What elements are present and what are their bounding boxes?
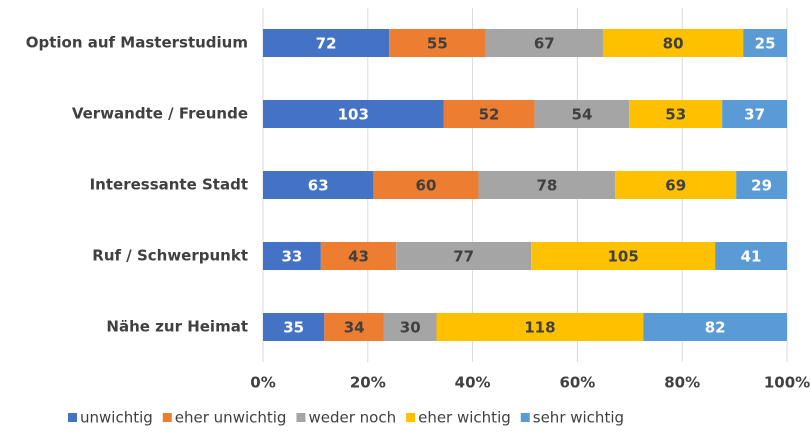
data-label: 72	[316, 35, 337, 53]
data-label: 103	[338, 106, 369, 124]
x-tick-label: 0%	[250, 374, 275, 392]
bar-segment	[383, 313, 437, 341]
legend-swatch	[296, 413, 306, 422]
data-label: 63	[308, 177, 329, 195]
bar-segment	[743, 29, 787, 57]
data-label: 60	[416, 177, 437, 195]
data-label: 77	[453, 248, 474, 266]
data-label: 80	[663, 35, 684, 53]
bar-segment	[443, 100, 535, 128]
category-label: Nähe zur Heimat	[106, 318, 248, 336]
bar-segment	[389, 29, 486, 57]
data-label: 78	[536, 177, 557, 195]
bar-segment	[602, 29, 744, 57]
legend-label: eher unwichtig	[175, 409, 287, 427]
bar-segment	[320, 242, 397, 270]
bar-segment	[324, 313, 384, 341]
data-label: 53	[665, 106, 686, 124]
data-label: 54	[572, 106, 593, 124]
bar-segment	[436, 313, 644, 341]
x-tick-label: 80%	[664, 374, 700, 392]
bar-segment	[263, 242, 321, 270]
bar-segment	[615, 171, 737, 199]
data-label: 35	[283, 319, 304, 337]
data-label: 67	[534, 35, 555, 53]
data-label: 37	[744, 106, 765, 124]
category-label: Interessante Stadt	[90, 176, 248, 194]
data-label: 33	[281, 248, 302, 266]
bar-segment	[629, 100, 723, 128]
legend-swatch	[520, 413, 530, 422]
bar-segment	[715, 242, 787, 270]
legend-label: weder noch	[308, 409, 396, 427]
data-label: 43	[348, 248, 369, 266]
data-label: 34	[344, 319, 365, 337]
category-label: Option auf Masterstudium	[26, 34, 248, 52]
bar-segment	[263, 29, 390, 57]
data-label: 118	[524, 319, 555, 337]
bar-segment	[485, 29, 603, 57]
category-label: Verwandte / Freunde	[72, 105, 248, 123]
data-label: 105	[607, 248, 638, 266]
bar-segment	[263, 100, 444, 128]
x-tick-label: 40%	[455, 374, 491, 392]
x-tick-label: 100%	[764, 374, 810, 392]
bar-segment	[534, 100, 630, 128]
bar-segment	[531, 242, 716, 270]
legend-swatch	[68, 413, 77, 422]
data-label: 52	[479, 106, 500, 124]
bar-segment	[263, 313, 325, 341]
data-label: 25	[755, 35, 776, 53]
bar-segment	[373, 171, 479, 199]
data-label: 55	[427, 35, 448, 53]
legend-swatch	[406, 413, 416, 422]
x-tick-label: 20%	[350, 374, 386, 392]
data-label: 82	[705, 319, 726, 337]
data-label: 29	[751, 177, 772, 195]
legend-label: sehr wichtig	[533, 409, 624, 427]
category-label: Ruf / Schwerpunkt	[92, 247, 248, 265]
data-label: 41	[741, 248, 762, 266]
legend-swatch	[162, 413, 172, 422]
bar-segment	[722, 100, 787, 128]
bar-segment	[643, 313, 787, 341]
bar-segment	[478, 171, 616, 199]
bar-segment	[263, 171, 374, 199]
bar-segment	[396, 242, 532, 270]
x-tick-label: 60%	[559, 374, 595, 392]
data-label: 30	[400, 319, 421, 337]
legend-label: unwichtig	[80, 409, 153, 427]
legend-label: eher wichtig	[418, 409, 511, 427]
bar-segment	[736, 171, 787, 199]
data-label: 69	[665, 177, 686, 195]
